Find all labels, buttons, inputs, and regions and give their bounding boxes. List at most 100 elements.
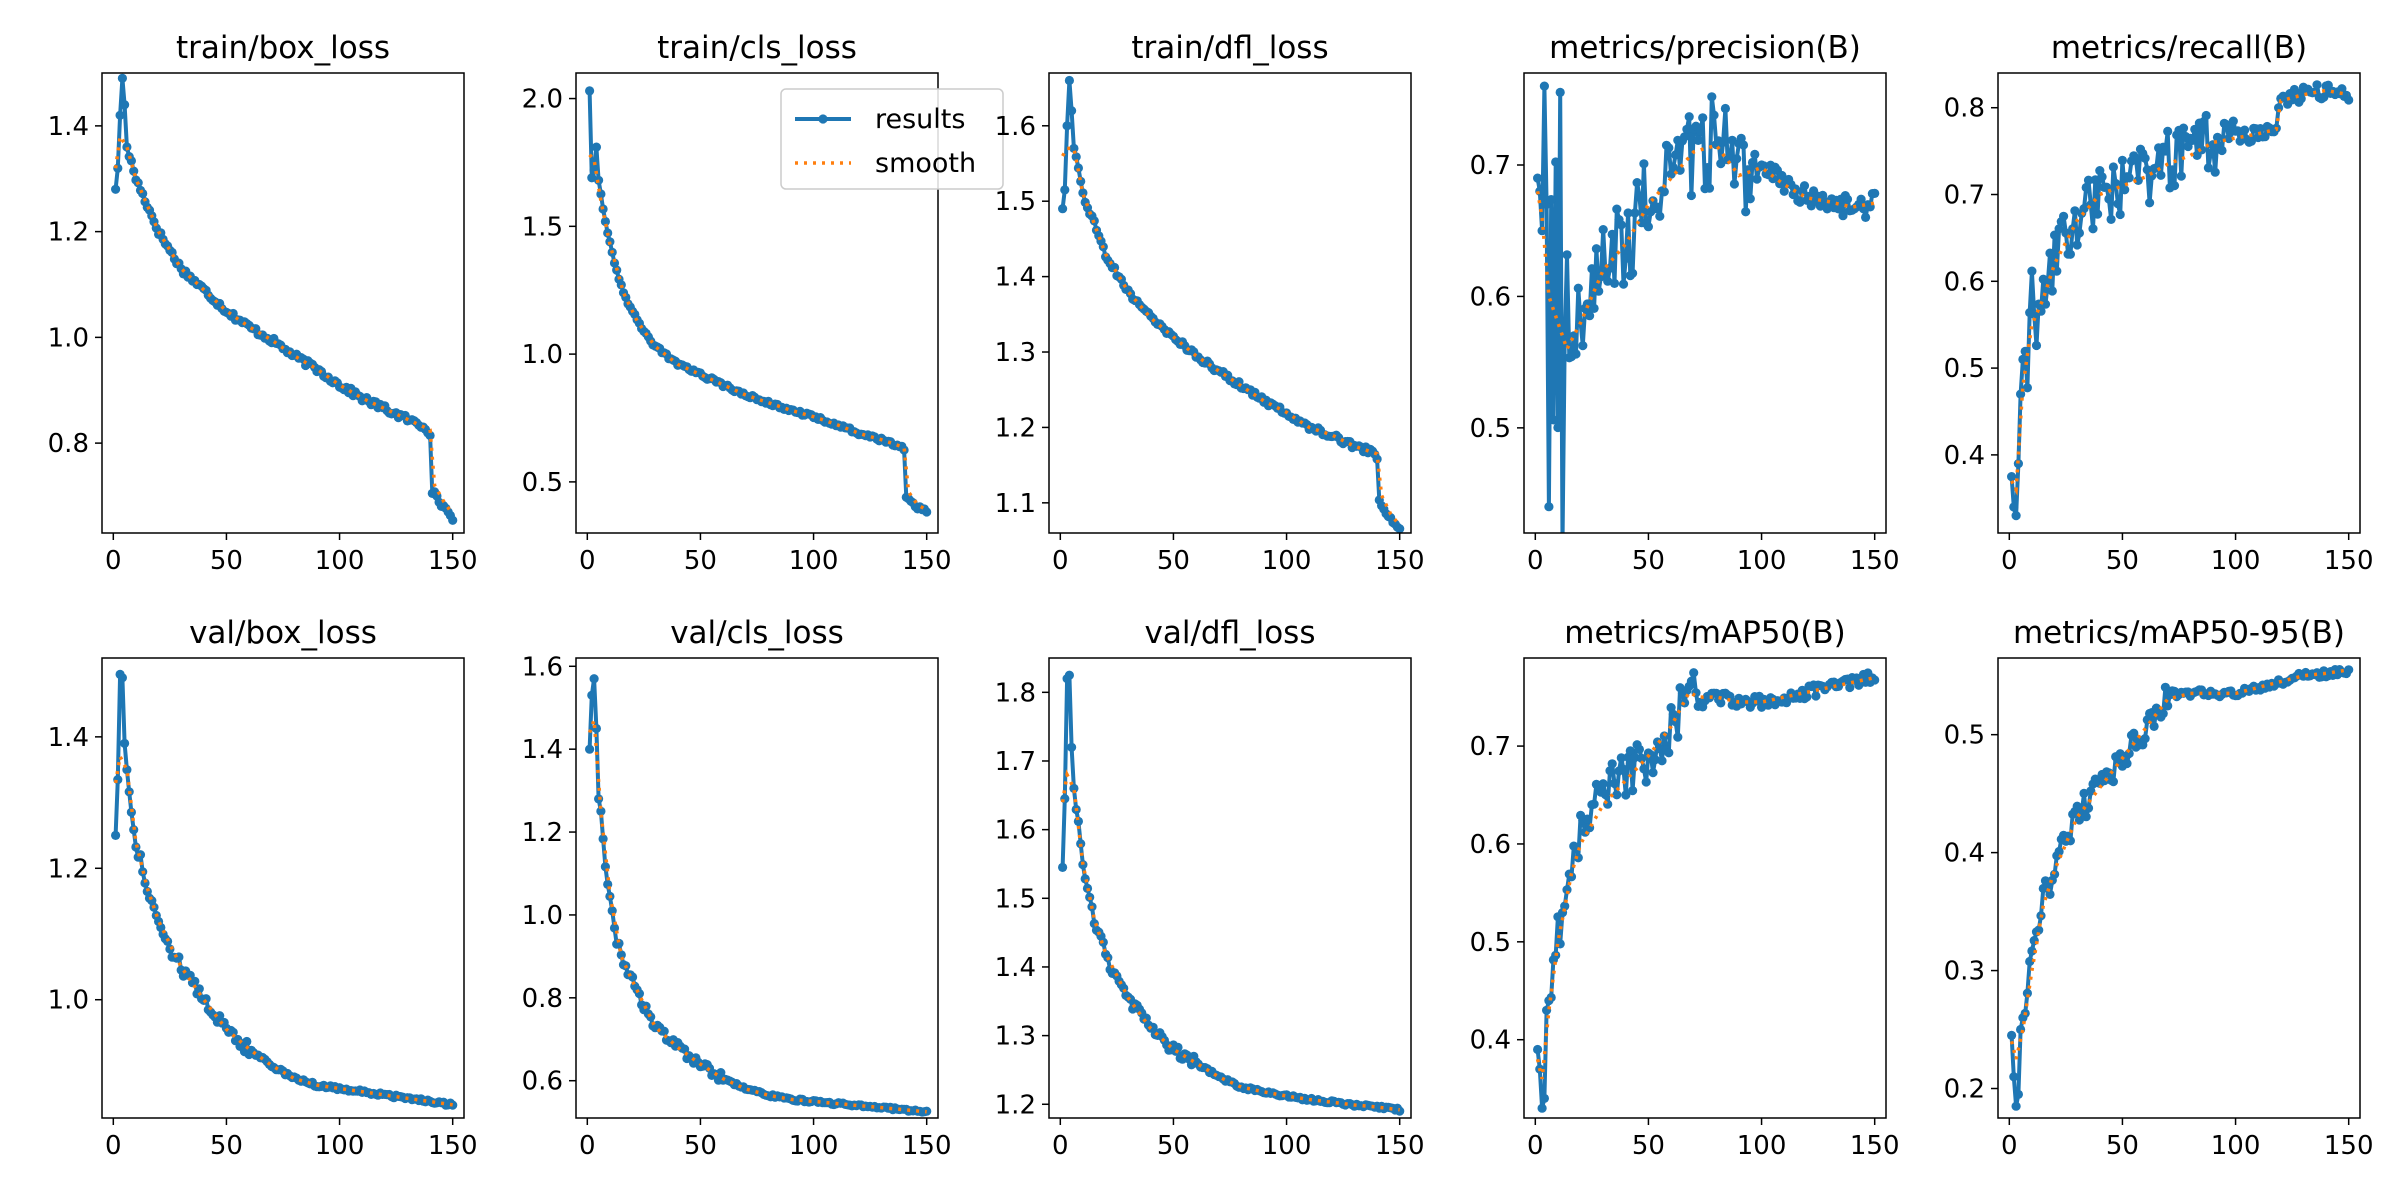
y-tick-label: 0.3 [1944, 957, 1985, 987]
results-point [2081, 182, 2091, 193]
y-tick-label: 1.0 [522, 901, 563, 931]
results-point [242, 1036, 252, 1047]
results-point [1609, 278, 1620, 288]
results-point [2337, 84, 2347, 94]
results-point [1071, 152, 1081, 162]
plot-area [2007, 665, 2354, 1111]
results-point [1073, 163, 1083, 173]
results-point [2140, 153, 2150, 163]
x-tick-label: 0 [105, 1131, 122, 1161]
y-tick-label: 0.8 [522, 984, 563, 1014]
results-point [2013, 1089, 2023, 1099]
results-point [1607, 759, 1617, 769]
results-point [1838, 211, 1848, 221]
results-point [2040, 299, 2051, 309]
results-point [2178, 123, 2189, 133]
results-point [2131, 155, 2141, 165]
x-tick-label: 100 [1737, 1131, 1787, 1161]
results-point [2113, 199, 2123, 209]
results-point [1725, 154, 1735, 164]
results-point [609, 923, 620, 933]
x-tick-label: 150 [902, 1131, 952, 1161]
results-point [1659, 187, 1669, 197]
results-point [2217, 145, 2227, 156]
axes-frame [1523, 657, 1887, 1119]
axes-frame [575, 72, 939, 534]
x-tick-label: 50 [684, 1131, 717, 1161]
results-point [609, 258, 620, 268]
results-point [1058, 862, 1068, 873]
y-tick-label: 1.3 [995, 1022, 1036, 1052]
results-point [1058, 204, 1068, 214]
x-tick-label: 150 [1375, 1131, 1425, 1161]
results-point [140, 878, 150, 888]
results-point [1539, 81, 1549, 91]
results-point [1650, 755, 1660, 765]
results-point [1664, 748, 1674, 758]
results-point [2097, 172, 2107, 182]
axes-frame [101, 657, 465, 1119]
x-tick-label: 100 [2211, 1131, 2261, 1161]
results-point [2210, 167, 2220, 177]
results-point [2176, 171, 2186, 181]
results-point [2160, 146, 2170, 156]
y-tick-label: 0.6 [1470, 282, 1511, 312]
results-point [1630, 752, 1640, 763]
results-point [1546, 992, 1556, 1003]
results-point [716, 1068, 726, 1078]
x-tick-label: 150 [2324, 1131, 2374, 1161]
results-point [1720, 103, 1730, 114]
y-tick-label: 0.2 [1944, 1075, 1985, 1105]
results-point [1682, 124, 1692, 134]
plot-area [111, 669, 458, 1110]
results-point [1655, 211, 1665, 221]
y-tick-label: 1.5 [995, 884, 1036, 914]
results-point [2083, 175, 2094, 185]
x-tick-label: 150 [2324, 546, 2374, 576]
smooth-line [1061, 146, 1402, 527]
y-tick-label: 0.4 [1944, 441, 1985, 471]
axes-frame [1048, 657, 1412, 1119]
results-point [2011, 1101, 2021, 1111]
results-point [1571, 349, 1581, 359]
plot-area [111, 73, 458, 525]
results-point [2188, 135, 2198, 145]
results-point [115, 110, 125, 120]
y-tick-label: 1.3 [995, 338, 1036, 368]
results-point [1741, 207, 1751, 217]
y-tick-label: 0.4 [1944, 839, 1985, 869]
results-point [1673, 732, 1683, 742]
subplot-title: val/box_loss [189, 615, 377, 651]
results-point [922, 507, 932, 517]
axes-frame [1997, 72, 2361, 534]
results-point [1544, 502, 1554, 512]
results-point [2036, 306, 2046, 316]
x-tick-label: 100 [789, 1131, 839, 1161]
subplot-9: metrics/mAP50(B) 0 50 100 150 0.4 0.5 0.6 0.7 [1470, 615, 1900, 1161]
y-tick-label: 1.4 [48, 723, 89, 753]
results-point [2106, 214, 2116, 224]
results-point [1811, 691, 1821, 701]
results-point [2009, 1072, 2019, 1082]
plot-area [1533, 81, 1880, 533]
results-point [1716, 159, 1726, 169]
x-tick-label: 100 [789, 546, 839, 576]
results-point [1060, 185, 1070, 195]
y-tick-label: 0.8 [48, 429, 89, 459]
results-point [1609, 778, 1620, 789]
results-point [1861, 212, 1871, 222]
results-point [2074, 228, 2084, 238]
results-point [2120, 185, 2130, 195]
y-tick-label: 0.7 [1944, 181, 1985, 211]
results-point [1729, 179, 1739, 189]
subplot-title: val/cls_loss [670, 615, 844, 651]
results-markers [585, 674, 932, 1117]
results-point [1637, 753, 1647, 764]
results-point [1641, 777, 1651, 787]
results-point [111, 830, 121, 841]
smooth-line [587, 719, 927, 1114]
y-tick-label: 0.5 [1944, 721, 1985, 751]
results-point [1612, 790, 1622, 800]
subplot-6: val/box_loss 0 50 100 150 1.0 1.2 1.4 [48, 615, 478, 1161]
